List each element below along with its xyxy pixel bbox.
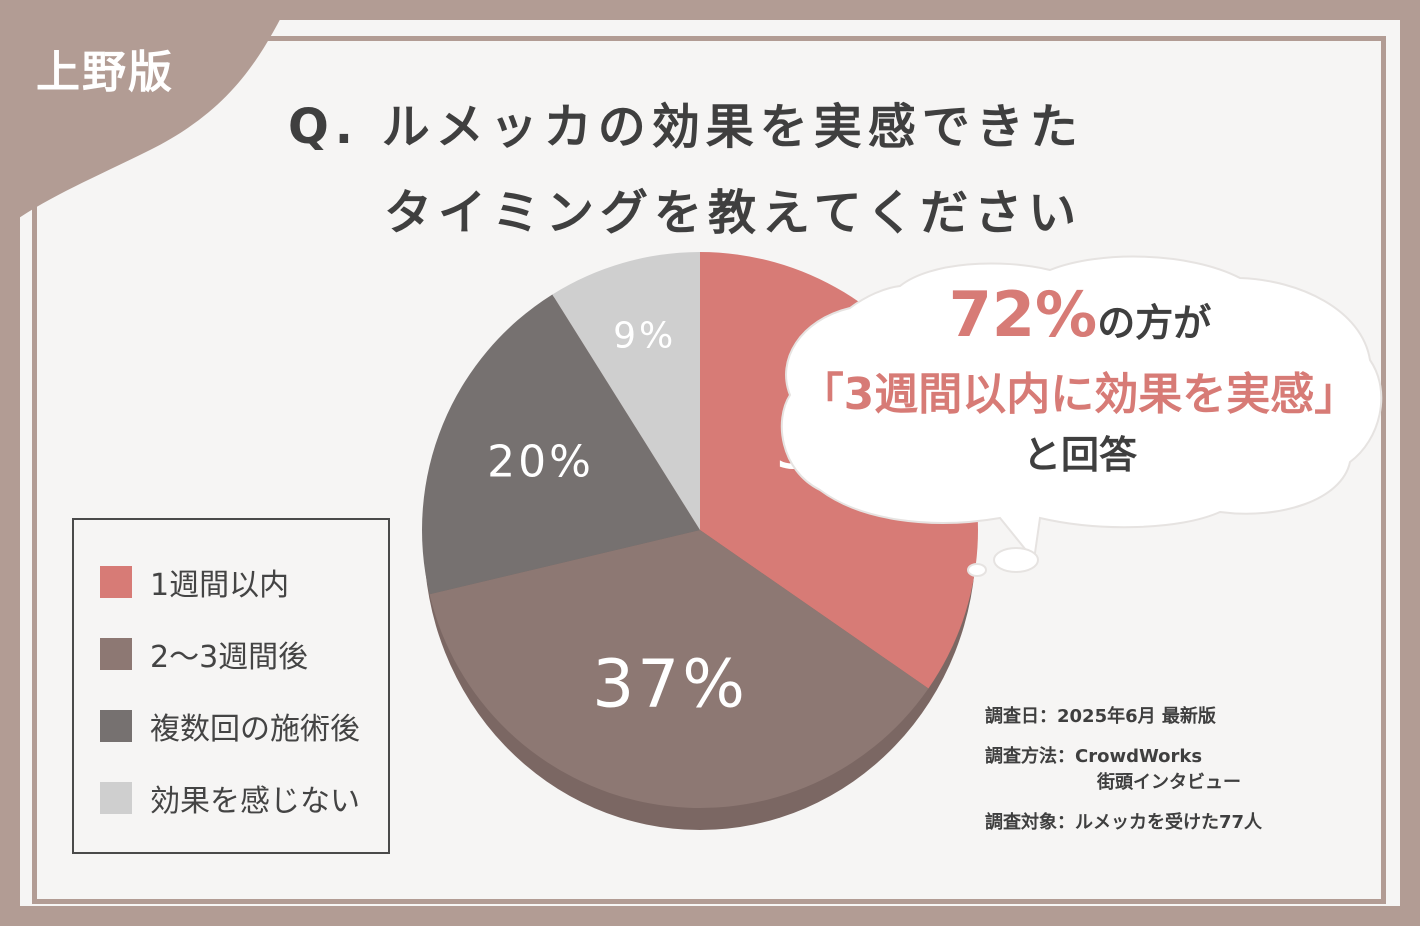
legend-label-3: 複数回の施術後 <box>150 712 360 747</box>
inner-frame <box>32 36 1386 904</box>
pie-label-3: 20% <box>487 437 594 488</box>
legend-swatch-2 <box>100 638 132 670</box>
callout-tail: と回答 <box>1022 433 1137 477</box>
chart-legend: 1週間以内 2～3週間後 複数回の施術後 効果を感じない <box>72 518 390 854</box>
callout-line-1: 72%の方が <box>840 278 1320 351</box>
callout-suffix: の方が <box>1097 301 1212 345</box>
legend-label-2: 2～3週間後 <box>150 640 309 675</box>
bubble-dot-small <box>967 563 987 577</box>
legend-label-1: 1週間以内 <box>150 568 290 603</box>
survey-target: 調査対象：ルメッカを受けた77人 <box>985 812 1263 833</box>
pie-slice-3 <box>422 294 700 595</box>
legend-item-2: 2～3週間後 <box>100 634 309 675</box>
legend-swatch-4 <box>100 782 132 814</box>
legend-item-1: 1週間以内 <box>100 562 290 603</box>
pie-label-4: 9% <box>613 316 676 357</box>
legend-swatch-3 <box>100 710 132 742</box>
corner-tag-shape <box>0 0 290 232</box>
survey-method: 調査方法：CrowdWorks <box>985 746 1203 767</box>
survey-method-detail: 街頭インタビュー <box>1097 772 1241 793</box>
corner-tag-label: 上野版 <box>36 47 174 98</box>
legend-label-4: 効果を感じない <box>150 784 360 819</box>
callout-highlight: 72% <box>948 278 1098 351</box>
legend-swatch-1 <box>100 566 132 598</box>
pie-slice-2 <box>429 530 929 809</box>
speech-bubble <box>780 255 1383 563</box>
pie-slice-4 <box>552 252 700 530</box>
title-line-2: タイミングを教えてください <box>384 185 1083 241</box>
survey-date: 調査日：2025年6月 最新版 <box>985 706 1216 727</box>
bubble-dot-large <box>993 547 1039 573</box>
page-title: Q. ルメッカの効果を実感できた タイミングを教えてください <box>288 84 1288 256</box>
pie-label-2: 37% <box>592 645 748 722</box>
title-line-1: Q. ルメッカの効果を実感できた <box>288 99 1084 155</box>
legend-item-3: 複数回の施術後 <box>100 706 360 747</box>
legend-item-4: 効果を感じない <box>100 778 360 819</box>
callout-quote: 「3週間以内に効果を実感」 <box>799 369 1359 420</box>
